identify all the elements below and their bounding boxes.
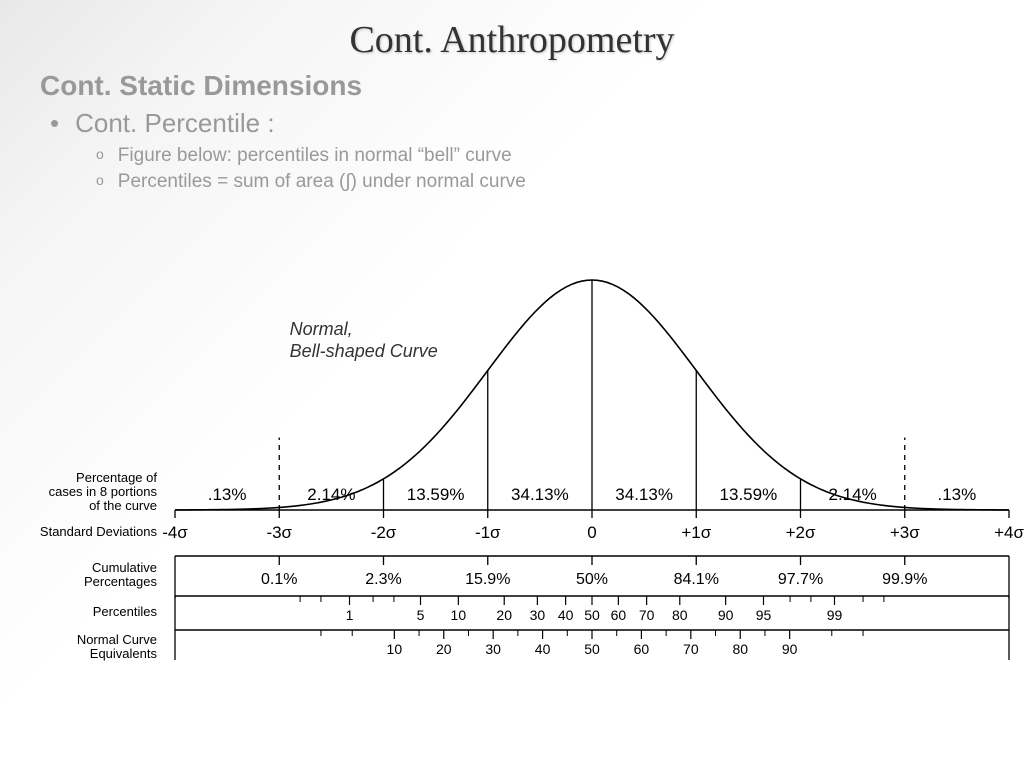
svg-text:90: 90 [718, 607, 734, 623]
svg-text:Normal,: Normal, [290, 319, 353, 339]
svg-text:0.1%: 0.1% [261, 571, 297, 588]
bullet-list: Cont. Percentile : Figure below: percent… [50, 108, 1024, 193]
svg-text:+1σ: +1σ [681, 523, 711, 542]
svg-text:0: 0 [587, 523, 596, 542]
svg-text:99.9%: 99.9% [882, 571, 927, 588]
svg-text:80: 80 [672, 607, 688, 623]
svg-text:+3σ: +3σ [890, 523, 920, 542]
svg-text:Cumulative: Cumulative [92, 560, 157, 575]
svg-text:+2σ: +2σ [786, 523, 816, 542]
page-title: Cont. Anthropometry [0, 0, 1024, 62]
subtitle: Cont. Static Dimensions [40, 70, 1024, 102]
svg-text:+4σ: +4σ [994, 523, 1024, 542]
bullet-level2-2: Percentiles = sum of area (∫) under norm… [96, 171, 1024, 193]
svg-text:2.14%: 2.14% [307, 485, 355, 504]
svg-text:13.59%: 13.59% [720, 485, 778, 504]
svg-text:99: 99 [827, 607, 843, 623]
svg-text:13.59%: 13.59% [407, 485, 465, 504]
svg-text:34.13%: 34.13% [511, 485, 569, 504]
svg-text:10: 10 [451, 607, 467, 623]
svg-text:90: 90 [782, 641, 798, 657]
svg-text:70: 70 [639, 607, 655, 623]
svg-text:2.14%: 2.14% [829, 485, 877, 504]
svg-text:20: 20 [496, 607, 512, 623]
svg-text:Percentages: Percentages [84, 574, 157, 589]
svg-text:-2σ: -2σ [371, 523, 397, 542]
svg-text:Standard Deviations: Standard Deviations [40, 524, 158, 539]
svg-text:20: 20 [436, 641, 452, 657]
svg-text:60: 60 [634, 641, 650, 657]
bullet-level2-1: Figure below: percentiles in normal “bel… [96, 145, 1024, 167]
svg-text:Percentiles: Percentiles [93, 604, 158, 619]
svg-text:97.7%: 97.7% [778, 571, 823, 588]
svg-text:84.1%: 84.1% [674, 571, 719, 588]
svg-text:-3σ: -3σ [266, 523, 292, 542]
slide-container: Cont. Anthropometry Cont. Static Dimensi… [0, 0, 1024, 768]
svg-text:15.9%: 15.9% [465, 571, 510, 588]
svg-text:-1σ: -1σ [475, 523, 501, 542]
svg-text:-4σ: -4σ [162, 523, 188, 542]
bell-curve-chart: Normal,Bell-shaped Curve .13% 2.14% 13.59% 3… [0, 260, 1024, 760]
svg-text:cases in 8 portions: cases in 8 portions [49, 484, 158, 499]
svg-text:10: 10 [387, 641, 403, 657]
svg-text:30: 30 [485, 641, 501, 657]
svg-text:of the curve: of the curve [89, 498, 157, 513]
svg-text:1: 1 [346, 607, 354, 623]
svg-text:95: 95 [756, 607, 772, 623]
svg-text:80: 80 [732, 641, 748, 657]
svg-text:40: 40 [535, 641, 551, 657]
svg-text:50: 50 [584, 607, 600, 623]
svg-text:50%: 50% [576, 571, 608, 588]
svg-text:5: 5 [417, 607, 425, 623]
svg-text:2.3%: 2.3% [365, 571, 401, 588]
svg-text:Equivalents: Equivalents [90, 646, 158, 661]
svg-text:30: 30 [530, 607, 546, 623]
svg-text:34.13%: 34.13% [615, 485, 673, 504]
svg-text:50: 50 [584, 641, 600, 657]
svg-text:.13%: .13% [208, 485, 247, 504]
svg-text:Percentage of: Percentage of [76, 470, 157, 485]
svg-text:Normal Curve: Normal Curve [77, 632, 157, 647]
svg-text:Bell-shaped Curve: Bell-shaped Curve [290, 341, 438, 361]
svg-text:.13%: .13% [938, 485, 977, 504]
bullet-level1: Cont. Percentile : [50, 108, 1024, 139]
svg-text:70: 70 [683, 641, 699, 657]
svg-text:40: 40 [558, 607, 574, 623]
svg-text:60: 60 [611, 607, 627, 623]
